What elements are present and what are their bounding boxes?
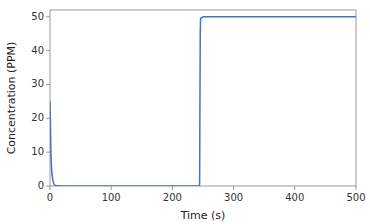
- y-tick-label: 30: [31, 78, 44, 89]
- y-tick: [46, 152, 50, 153]
- y-tick-label: 40: [31, 45, 44, 56]
- y-tick-label: 50: [31, 11, 44, 22]
- plot-frame: [50, 10, 356, 186]
- y-tick: [46, 84, 50, 85]
- y-tick: [46, 50, 50, 51]
- y-tick-label: 0: [38, 180, 44, 191]
- x-tick-label: 500: [346, 192, 365, 203]
- x-tick-label: 0: [47, 192, 53, 203]
- x-tick: [50, 186, 51, 190]
- x-axis-label: Time (s): [180, 209, 226, 222]
- y-axis-label: Concentration (PPM): [5, 42, 18, 155]
- y-tick-label: 10: [31, 146, 44, 157]
- data-line: [50, 17, 356, 186]
- x-tick: [111, 186, 112, 190]
- x-tick: [294, 186, 295, 190]
- x-tick-label: 200: [163, 192, 182, 203]
- y-tick-label: 20: [31, 112, 44, 123]
- chart-container: 010203040500100200300400500Time (s)Conce…: [0, 0, 370, 224]
- x-tick-label: 100: [102, 192, 121, 203]
- x-tick-label: 400: [285, 192, 304, 203]
- x-tick: [356, 186, 357, 190]
- x-tick: [233, 186, 234, 190]
- x-tick: [172, 186, 173, 190]
- chart-svg: 010203040500100200300400500Time (s)Conce…: [0, 0, 370, 224]
- y-tick: [46, 16, 50, 17]
- y-tick: [46, 118, 50, 119]
- y-tick: [46, 186, 50, 187]
- plot-area: [50, 17, 356, 186]
- x-tick-label: 300: [224, 192, 243, 203]
